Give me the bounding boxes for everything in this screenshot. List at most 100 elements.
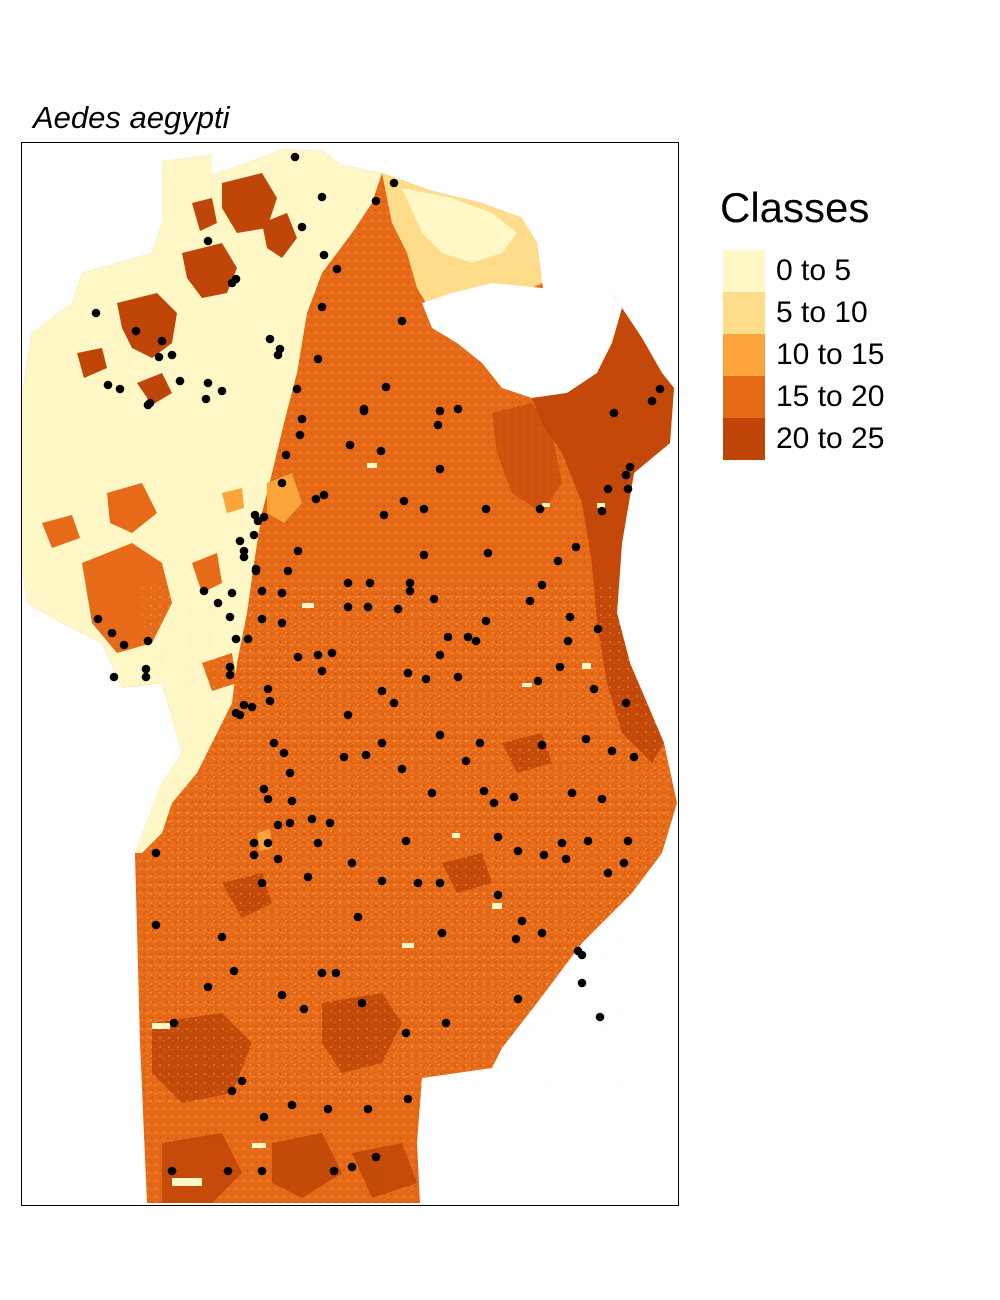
- sample-point: [293, 546, 303, 556]
- sample-point: [365, 578, 375, 588]
- sample-point: [493, 832, 503, 842]
- sample-point: [287, 1100, 297, 1110]
- sample-point: [371, 1152, 381, 1162]
- sample-point: [307, 814, 317, 824]
- sample-point: [389, 178, 399, 188]
- sample-point: [567, 788, 577, 798]
- sample-point: [235, 536, 245, 546]
- sample-point: [273, 820, 283, 830]
- sample-point: [401, 1028, 411, 1038]
- sample-point: [290, 152, 300, 162]
- sample-point: [319, 250, 329, 260]
- sample-point: [327, 648, 337, 658]
- raster-map: [22, 149, 677, 1203]
- sample-point: [453, 404, 463, 414]
- legend-swatch: [723, 334, 765, 376]
- legend-swatch: [723, 250, 765, 292]
- western-patches: [77, 173, 297, 405]
- sample-point: [419, 504, 429, 514]
- sample-point: [143, 636, 153, 646]
- sample-point: [339, 752, 349, 762]
- sample-point: [313, 838, 323, 848]
- sample-point: [429, 594, 439, 604]
- sample-point: [443, 632, 453, 642]
- sample-point: [247, 702, 257, 712]
- sample-point: [343, 578, 353, 588]
- sample-point: [553, 556, 563, 566]
- sample-point: [295, 430, 305, 440]
- sample-point: [317, 302, 327, 312]
- sample-point: [227, 1086, 237, 1096]
- sample-point: [361, 750, 371, 760]
- sample-point: [277, 618, 287, 628]
- sample-point: [525, 596, 535, 606]
- legend-item: 15 to 20: [720, 376, 884, 418]
- sample-point: [577, 978, 587, 988]
- sample-point: [603, 484, 613, 494]
- sample-point: [227, 278, 237, 288]
- sample-point: [297, 222, 307, 232]
- sample-point: [625, 462, 635, 472]
- sample-point: [201, 394, 211, 404]
- sample-point: [389, 698, 399, 708]
- sample-point: [513, 846, 523, 856]
- sample-point: [317, 192, 327, 202]
- sample-point: [377, 876, 387, 886]
- sample-point: [435, 406, 445, 416]
- sample-point: [273, 854, 283, 864]
- sample-point: [399, 496, 409, 506]
- sample-point: [475, 738, 485, 748]
- sample-point: [377, 738, 387, 748]
- sample-point: [151, 920, 161, 930]
- sample-point: [595, 1012, 605, 1022]
- sample-point: [225, 662, 235, 672]
- sample-points: [91, 152, 665, 1176]
- sample-point: [419, 550, 429, 560]
- sample-point: [583, 836, 593, 846]
- sample-point: [441, 1018, 451, 1028]
- sample-point: [607, 746, 617, 756]
- sample-point: [303, 872, 313, 882]
- sample-point: [376, 446, 386, 456]
- sample-point: [565, 612, 575, 622]
- sample-point: [647, 396, 657, 406]
- sample-point: [239, 552, 249, 562]
- sample-point: [227, 588, 237, 598]
- sample-point: [403, 668, 413, 678]
- legend-swatch: [723, 418, 765, 460]
- sample-point: [203, 236, 213, 246]
- sample-point: [623, 484, 633, 494]
- sample-point: [263, 794, 273, 804]
- sample-point: [169, 1018, 179, 1028]
- sample-point: [479, 786, 489, 796]
- sample-point: [265, 696, 275, 706]
- sample-point: [413, 878, 423, 888]
- sample-point: [571, 542, 581, 552]
- sample-point: [259, 1112, 269, 1122]
- sample-point: [231, 634, 241, 644]
- sample-point: [175, 376, 185, 386]
- sample-point: [223, 1166, 233, 1176]
- sample-point: [435, 730, 445, 740]
- sample-point: [257, 614, 267, 624]
- sample-point: [435, 464, 445, 474]
- sample-point: [509, 792, 519, 802]
- sample-point: [577, 950, 587, 960]
- map-panel: [21, 142, 679, 1206]
- low-class-zone-west: [22, 149, 382, 853]
- sample-point: [359, 404, 369, 414]
- sample-point: [537, 928, 547, 938]
- sample-point: [401, 836, 411, 846]
- legend-item: 0 to 5: [720, 250, 884, 292]
- sample-point: [437, 928, 447, 938]
- sample-point: [292, 384, 302, 394]
- sample-point: [453, 672, 463, 682]
- sample-point: [597, 506, 607, 516]
- sample-point: [213, 598, 223, 608]
- sample-point: [225, 612, 235, 622]
- sample-point: [421, 674, 431, 684]
- sample-point: [405, 586, 415, 596]
- sample-point: [621, 698, 631, 708]
- sample-point: [371, 196, 381, 206]
- sample-point: [405, 578, 415, 588]
